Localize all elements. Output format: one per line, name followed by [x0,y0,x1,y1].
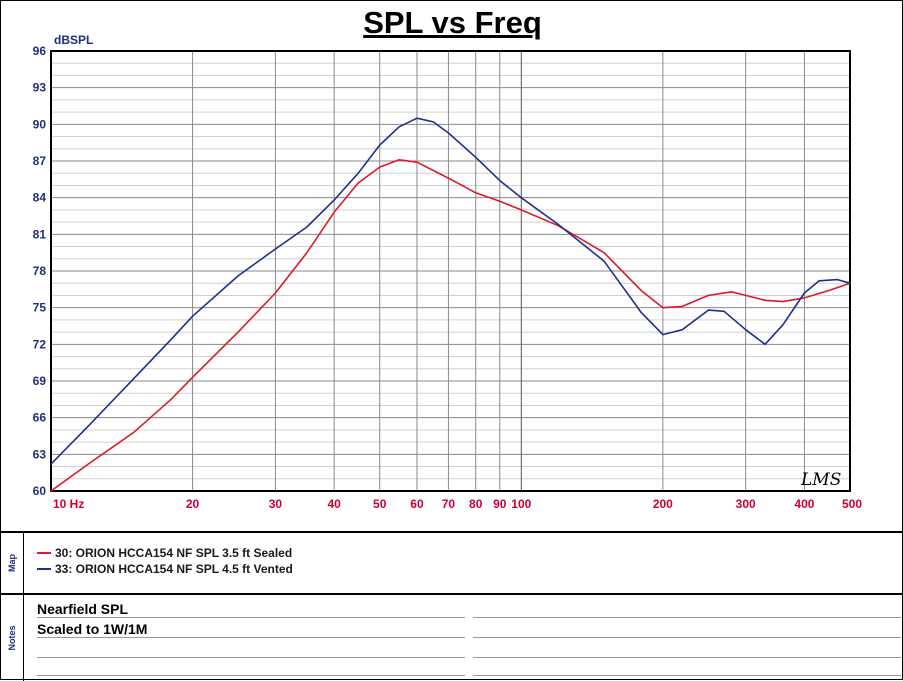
x-tick-label: 80 [469,497,483,511]
x-tick-label: 40 [327,497,341,511]
note-rule [473,637,901,638]
legend-item-vented: 33: ORION HCCA154 NF SPL 4.5 ft Vented [37,562,293,576]
series-line-vented [50,117,851,465]
y-tick-label: 72 [33,337,47,351]
lms-watermark: LMS [800,470,841,490]
spl-chart: 60 63 66 69 72 75 78 81 84 87 90 93 96 10 Hz 20 30 40 50… [33,33,863,511]
x-tick-label: 50 [373,497,387,511]
map-side-label: Map [1,533,24,593]
x-tick-label: 30 [269,497,283,511]
note-rule [37,637,465,638]
y-tick-label: 87 [33,154,47,168]
map-label: Map [7,554,17,572]
x-tick-label: 500 [842,497,862,511]
bottom-panel: Map 30: ORION HCCA154 NF SPL 3.5 ft Seal… [1,531,902,681]
notes-section: Notes Nearfield SPL Scaled to 1W/1M [1,595,902,681]
notes-label: Notes [7,625,17,651]
note-rule [37,675,465,676]
x-tick-label: 60 [410,497,424,511]
map-section: Map 30: ORION HCCA154 NF SPL 3.5 ft Seal… [1,533,902,595]
x-tick-label: 90 [493,497,507,511]
y-tick-label: 84 [33,191,47,205]
note-line-2: Scaled to 1W/1M [37,621,148,637]
plot-border [50,50,851,492]
note-rule [37,657,465,658]
lms-watermark-text: LMS [800,470,841,490]
horizontal-gridlines [51,62,850,480]
y-tick-label: 66 [33,411,47,425]
notes-side-label: Notes [1,595,24,681]
legend-swatch-sealed [37,552,51,554]
vertical-gridlines [192,51,805,491]
note-rule [473,657,901,658]
series-line-sealed [50,159,851,492]
note-rule [473,675,901,676]
x-tick-labels: 10 Hz 20 30 40 50 60 70 80 90 100 200 300 400 500 [53,497,862,511]
legend-label-sealed: 30: ORION HCCA154 NF SPL 3.5 ft Sealed [55,546,293,560]
y-tick-label: 69 [33,374,47,388]
x-tick-label: 10 Hz [53,497,84,511]
legend-label-vented: 33: ORION HCCA154 NF SPL 4.5 ft Vented [55,562,293,576]
legend-item-sealed: 30: ORION HCCA154 NF SPL 3.5 ft Sealed [37,546,292,560]
y-tick-label: 81 [33,227,47,241]
y-tick-label: 63 [33,447,47,461]
x-tick-label: 20 [186,497,200,511]
x-tick-label: 70 [442,497,456,511]
x-tick-label: 100 [511,497,531,511]
y-axis-label: dBSPL [54,33,93,47]
x-tick-label: 200 [653,497,673,511]
y-tick-label: 75 [33,301,47,315]
legend-swatch-vented [37,568,51,570]
x-tick-label: 300 [736,497,756,511]
y-tick-label: 90 [33,117,47,131]
y-tick-label: 78 [33,264,47,278]
note-rule [473,617,901,618]
y-tick-label: 93 [33,81,47,95]
note-line-1: Nearfield SPL [37,601,129,617]
y-tick-labels: 60 63 66 69 72 75 78 81 84 87 90 93 96 [33,44,47,498]
note-rule [37,617,465,618]
series-lines [50,117,851,492]
y-tick-label: 96 [33,44,47,58]
chart-title: SPL vs Freq [363,5,542,40]
y-tick-label: 60 [33,484,47,498]
x-tick-label: 400 [794,497,814,511]
